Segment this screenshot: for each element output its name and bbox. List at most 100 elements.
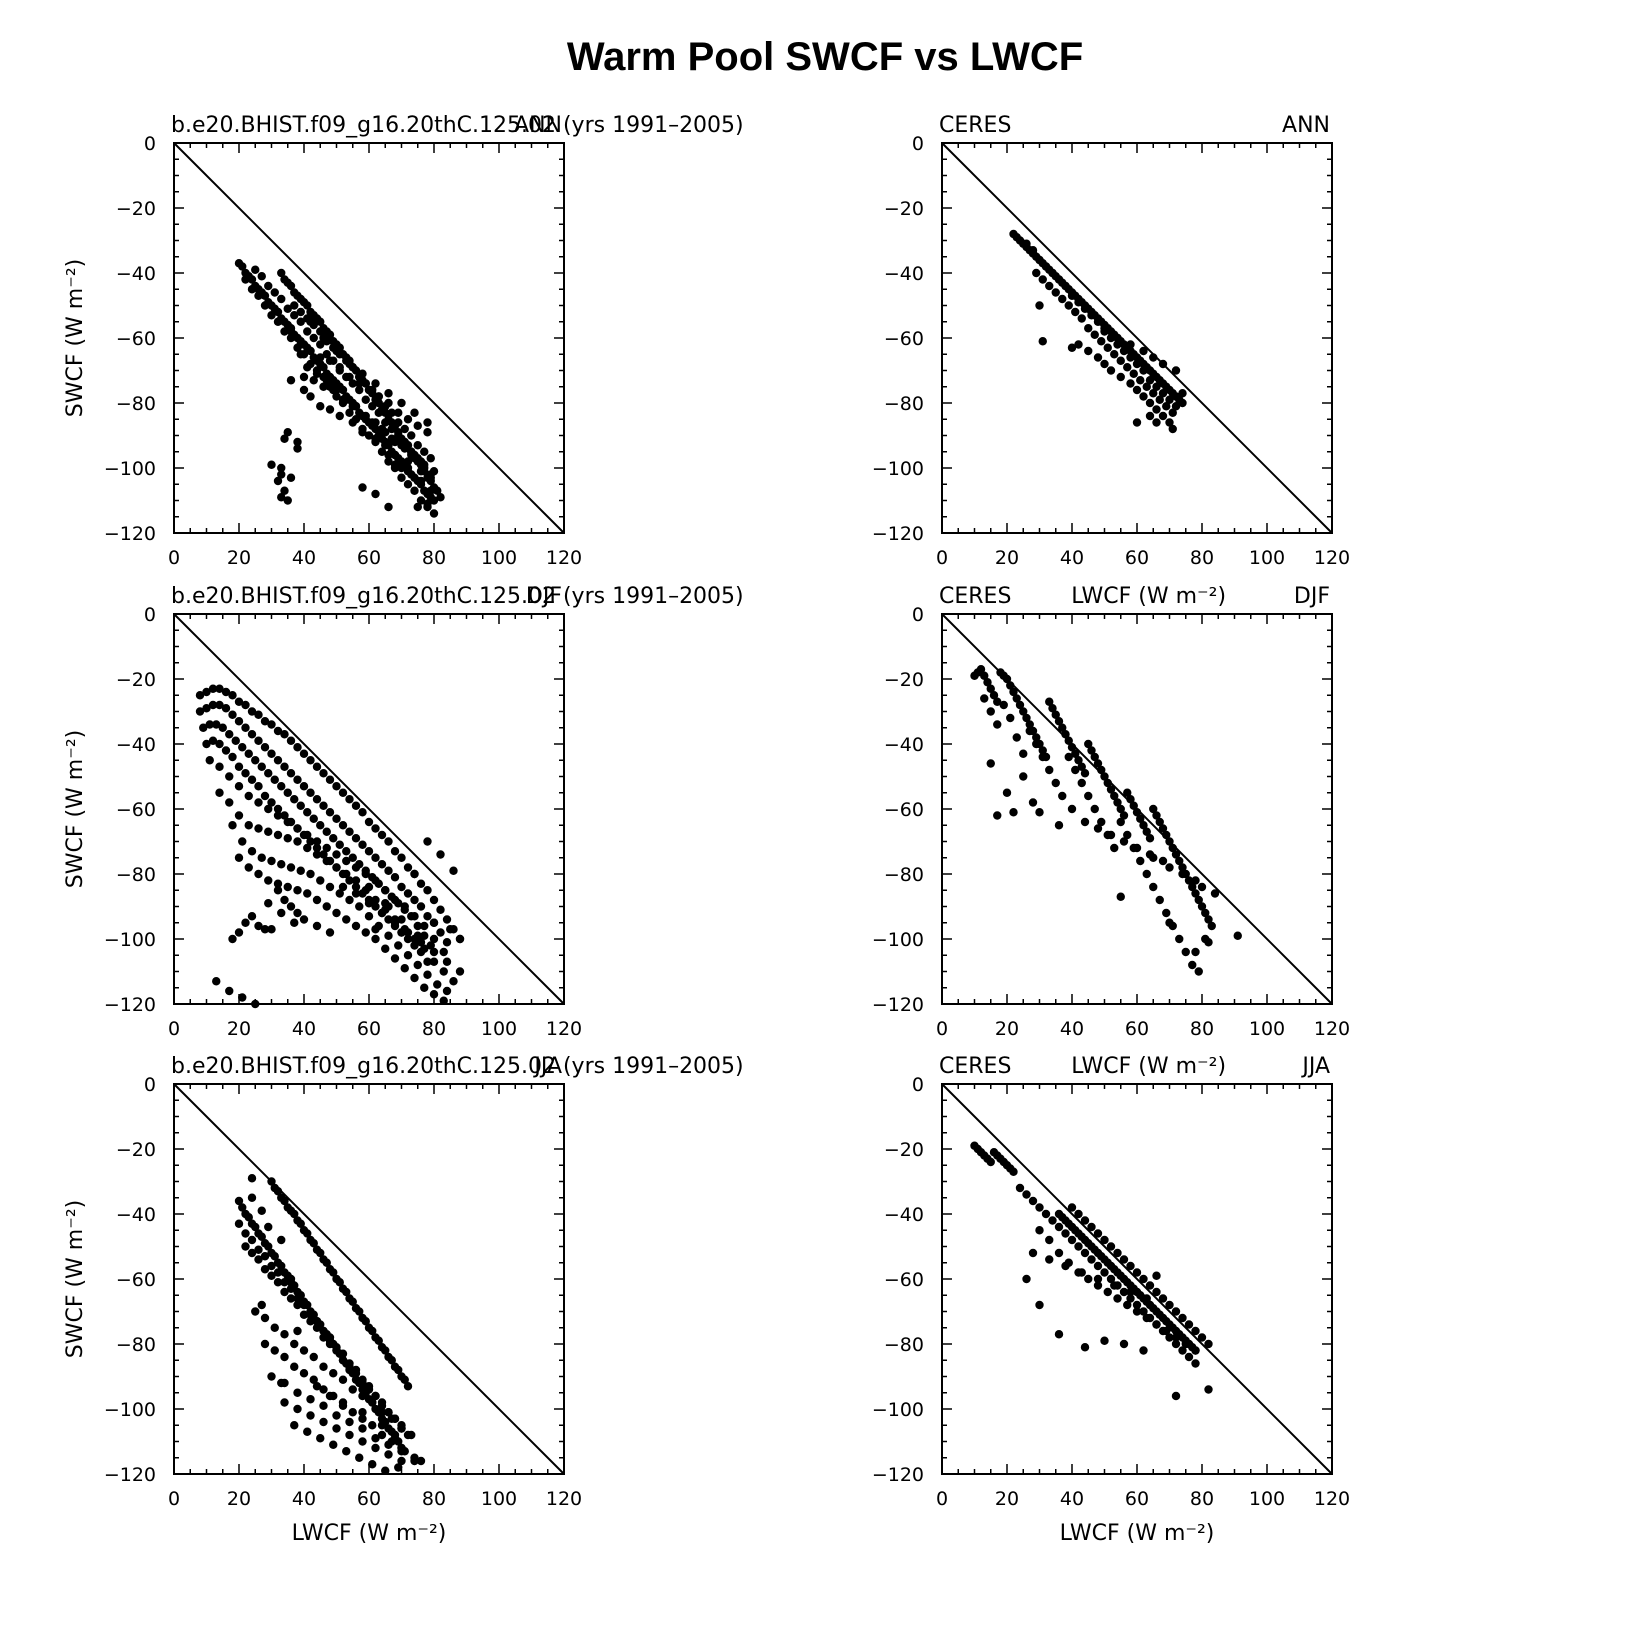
data-point: [377, 860, 387, 869]
data-point: [1171, 1391, 1181, 1401]
data-point: [225, 730, 234, 739]
data-point: [296, 866, 305, 875]
data-point: [1152, 418, 1161, 427]
data-point: [1041, 262, 1051, 271]
data-point: [371, 895, 380, 905]
data-point: [397, 882, 406, 892]
data-point: [442, 938, 452, 947]
data-point: [338, 385, 348, 395]
data-point: [254, 782, 263, 791]
data-point: [293, 908, 302, 918]
data-point: [312, 795, 322, 804]
data-point: [247, 775, 257, 784]
data-point: [1142, 1294, 1151, 1303]
data-point: [1054, 821, 1064, 830]
data-point: [241, 1229, 250, 1238]
data-point: [1171, 1333, 1181, 1342]
data-point: [338, 1401, 348, 1410]
y-tick-label: −20: [884, 669, 924, 691]
data-point: [423, 837, 432, 846]
data-point: [397, 915, 406, 924]
data-point: [397, 463, 406, 473]
data-point: [283, 834, 292, 843]
data-point: [436, 928, 445, 937]
reference-line: [173, 142, 565, 534]
panel-center-label: LWCF (W m⁻²): [1071, 584, 1226, 609]
data-point: [1165, 418, 1174, 427]
data-point: [351, 1369, 361, 1378]
data-point: [247, 707, 257, 716]
data-point: [410, 973, 419, 983]
data-point: [1064, 736, 1073, 745]
y-tick-label: −20: [116, 198, 156, 220]
data-point: [384, 931, 393, 940]
data-point: [1048, 704, 1057, 713]
data-point: [280, 811, 289, 820]
data-point: [293, 1294, 302, 1303]
data-point: [1038, 752, 1047, 762]
data-point: [241, 918, 250, 927]
data-point: [390, 954, 400, 963]
y-tick-label: −120: [104, 1464, 156, 1486]
data-point: [1119, 837, 1129, 846]
data-point: [247, 1248, 257, 1258]
data-point: [247, 1193, 257, 1202]
data-point: [1171, 850, 1181, 859]
data-point: [436, 905, 445, 914]
data-point: [397, 1421, 406, 1430]
data-point: [420, 983, 429, 992]
panel-left-label: CERES: [939, 1054, 1011, 1079]
data-point: [244, 821, 253, 830]
data-point: [1106, 333, 1116, 343]
data-point: [377, 1421, 387, 1430]
x-tick-label: 80: [1190, 547, 1214, 569]
scatter-panel-ceres-jja: 0 20 40 60 80 100 120 0 −20 −40 −60 −80 −100 −120 CERE…: [872, 1054, 1350, 1546]
data-point: [420, 944, 429, 953]
x-tick-label: 100: [481, 1018, 517, 1040]
data-point: [1126, 379, 1135, 388]
y-tick-label: −40: [884, 263, 924, 285]
data-point: [293, 837, 302, 846]
data-point: [325, 356, 335, 365]
data-point: [1035, 1203, 1044, 1212]
data-point: [1175, 856, 1184, 866]
data-point: [387, 1356, 396, 1365]
data-point: [410, 869, 419, 879]
data-point: [303, 843, 312, 853]
data-point: [371, 853, 380, 862]
data-point: [1025, 726, 1034, 736]
data-point: [260, 791, 270, 801]
x-tick-label: 100: [1249, 1488, 1285, 1510]
data-point: [319, 1326, 328, 1336]
data-point: [403, 457, 413, 466]
data-point: [1178, 1313, 1187, 1323]
data-point: [280, 1398, 289, 1407]
data-point: [1194, 967, 1203, 976]
data-point: [1071, 307, 1080, 317]
data-point: [1110, 791, 1119, 801]
data-point: [423, 499, 432, 508]
data-point: [390, 918, 400, 927]
data-point: [1152, 1271, 1161, 1280]
data-point: [1113, 340, 1122, 349]
y-tick-label: −120: [872, 523, 924, 545]
y-tick-label: −120: [104, 523, 156, 545]
data-point: [1038, 275, 1047, 284]
data-point: [267, 1177, 276, 1186]
data-point: [322, 1258, 331, 1267]
data-point: [1015, 1183, 1025, 1193]
data-point: [1110, 843, 1119, 853]
data-point: [1201, 908, 1210, 918]
data-point: [371, 434, 380, 443]
data-point: [429, 509, 439, 518]
data-point: [1149, 853, 1158, 862]
data-point: [986, 1157, 995, 1167]
data-point: [1051, 710, 1060, 719]
data-point: [348, 1385, 357, 1394]
data-point: [329, 1440, 338, 1449]
data-point: [257, 1206, 266, 1215]
data-point: [1113, 333, 1122, 343]
data-point: [368, 1326, 377, 1336]
data-point: [364, 431, 374, 440]
data-point: [371, 934, 380, 944]
